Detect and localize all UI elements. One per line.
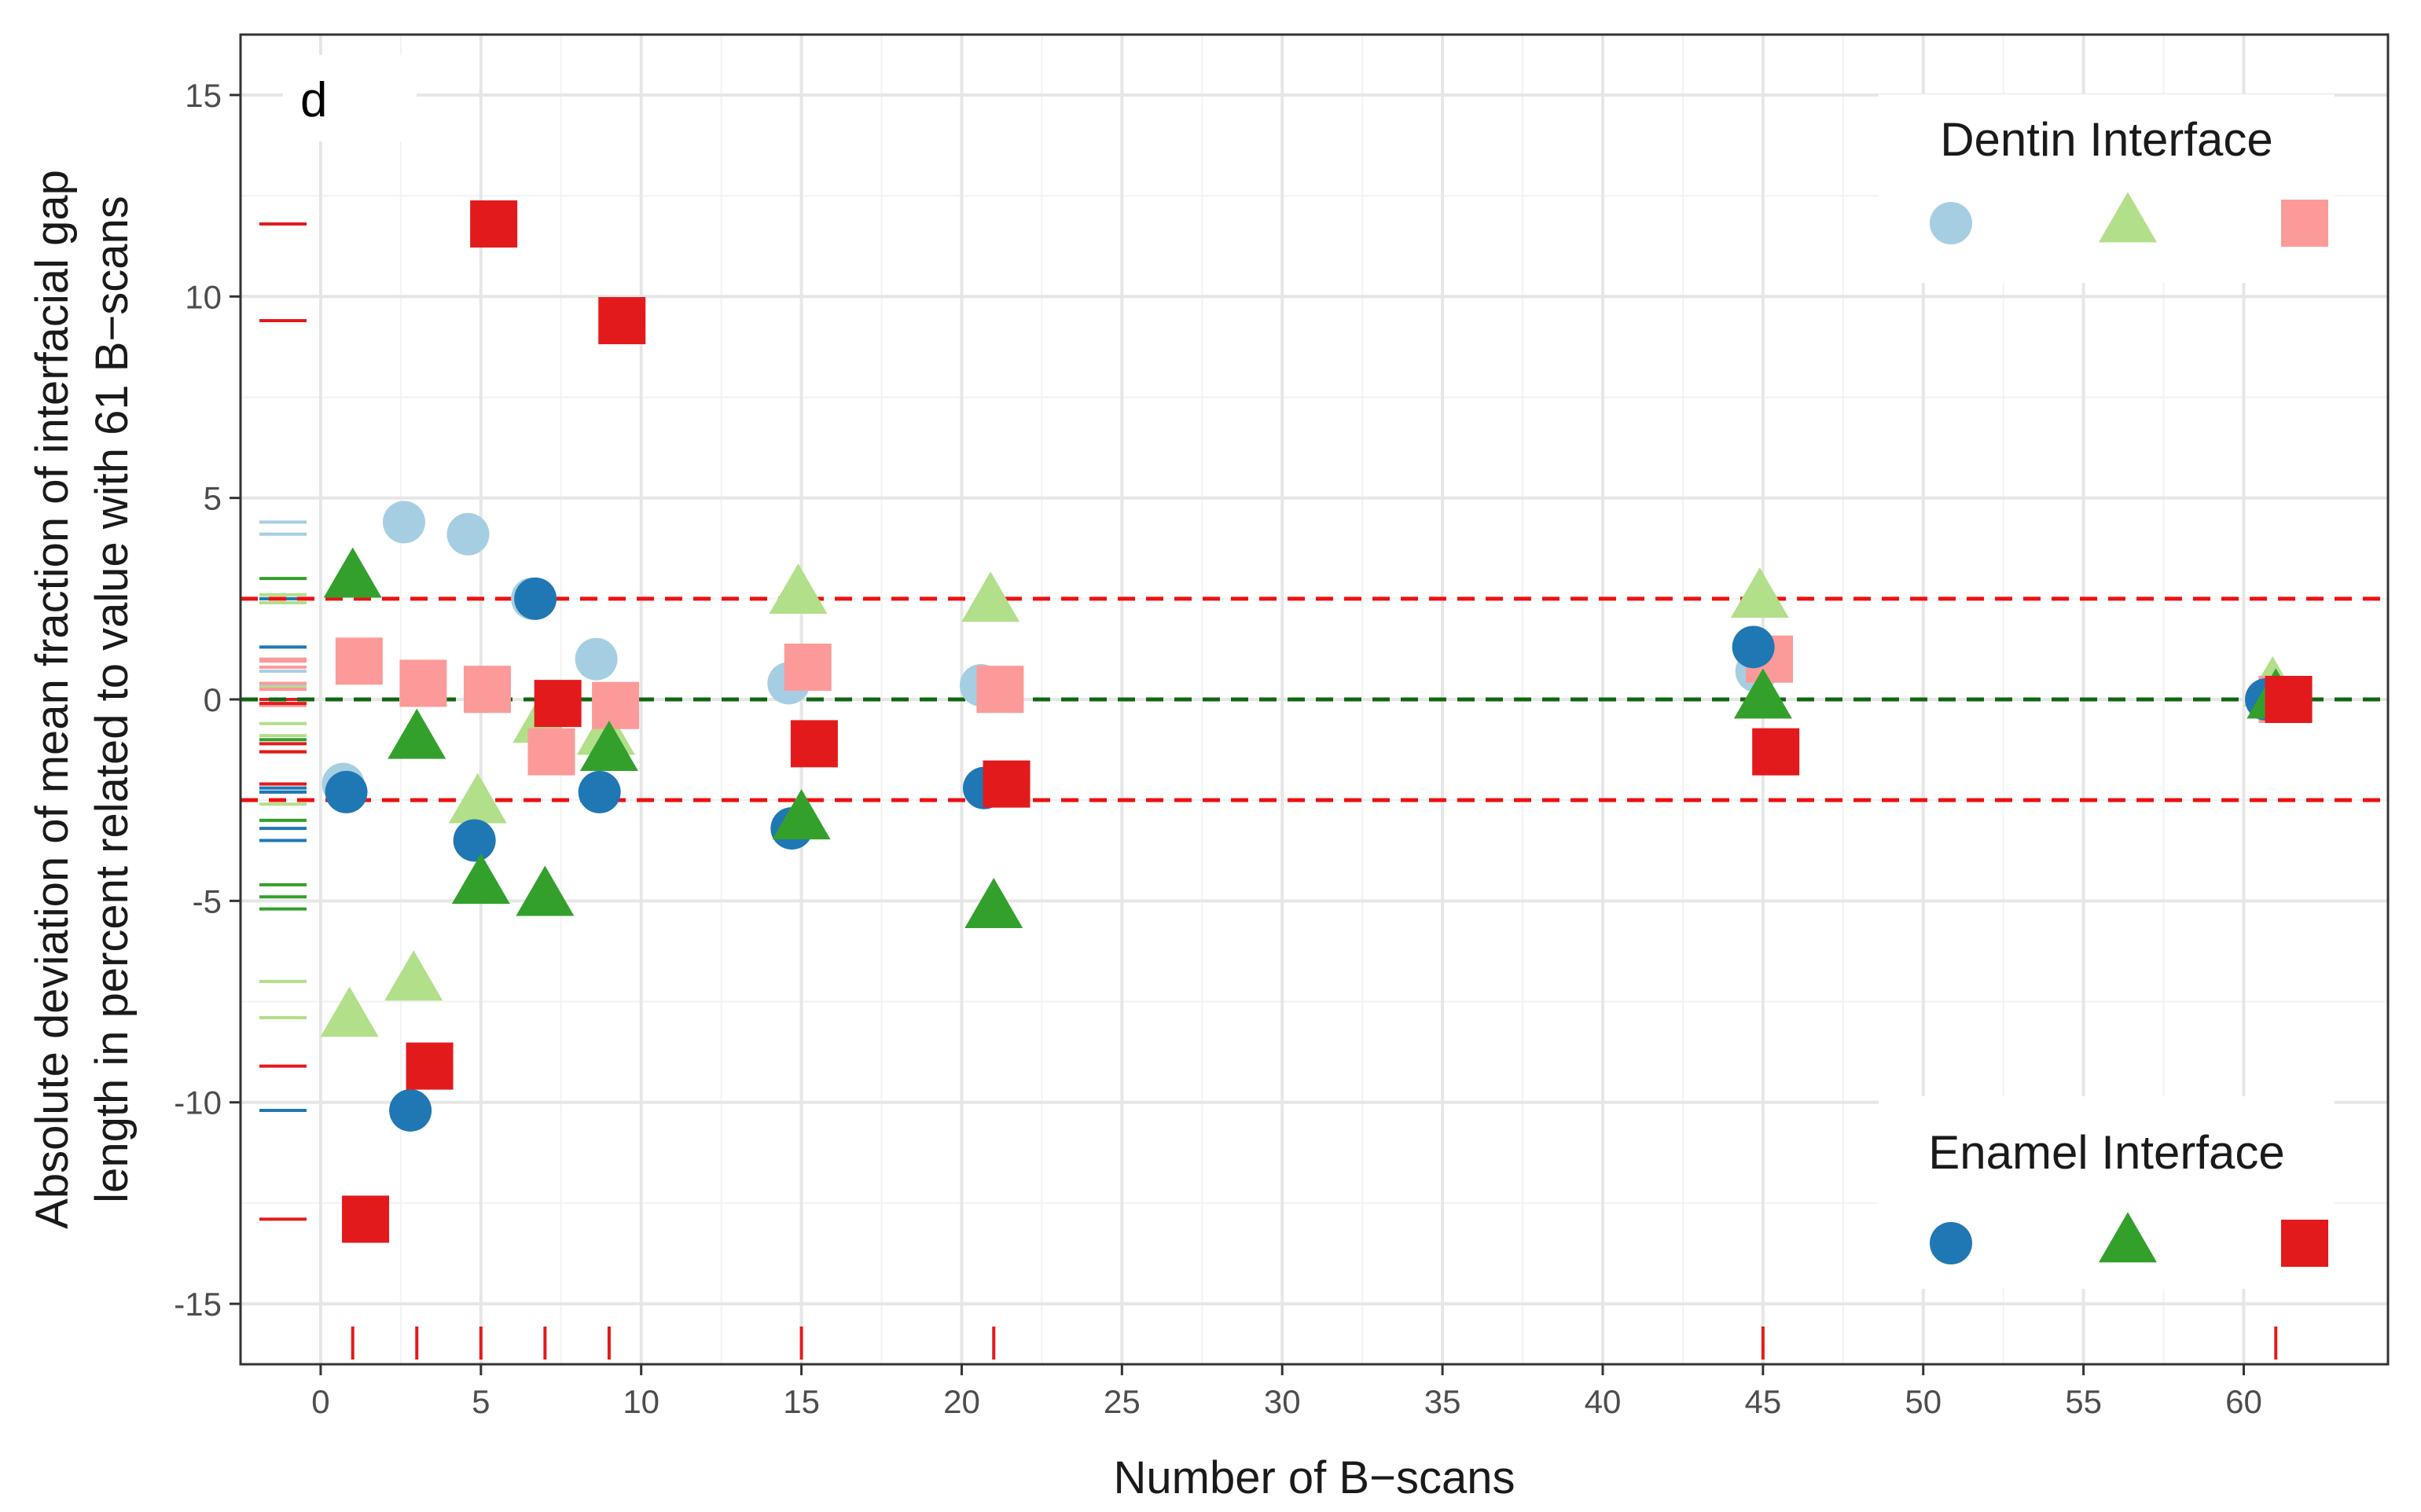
data-point-circle xyxy=(446,512,490,556)
y-tick-label: -10 xyxy=(174,1084,222,1121)
data-point-square xyxy=(598,297,646,345)
data-point-square xyxy=(983,760,1030,808)
legend-key-triangle xyxy=(2099,192,2157,243)
y-tick-label: 5 xyxy=(204,480,222,517)
data-point-triangle xyxy=(323,547,382,598)
data-point-triangle xyxy=(1730,567,1789,618)
data-point-square xyxy=(406,1042,454,1090)
y-tick-label: -15 xyxy=(174,1286,222,1323)
panel-label-background xyxy=(283,55,417,141)
y-tick-label: 10 xyxy=(185,278,222,315)
y-axis-title-line-2: length in percent related to value with … xyxy=(86,196,138,1203)
panel-label: d xyxy=(300,73,327,127)
data-point-triangle xyxy=(320,986,379,1037)
x-tick-label: 45 xyxy=(1745,1383,1782,1420)
data-point-square xyxy=(399,659,447,707)
x-tick-label: 10 xyxy=(623,1383,659,1420)
data-point-circle xyxy=(575,637,618,681)
data-point-triangle xyxy=(579,720,638,771)
data-point-triangle xyxy=(516,865,575,916)
x-tick-label: 30 xyxy=(1264,1383,1301,1420)
x-tick-label: 20 xyxy=(943,1383,980,1420)
data-point-triangle xyxy=(769,563,828,615)
data-point-square xyxy=(790,720,838,768)
data-point-circle xyxy=(382,501,425,544)
y-tick-label: 15 xyxy=(185,77,222,114)
data-point-triangle xyxy=(964,877,1023,928)
legend-key-square xyxy=(2281,200,2328,247)
data-point-circle xyxy=(453,819,496,862)
data-point-square xyxy=(335,637,383,685)
data-point-triangle xyxy=(384,950,443,1001)
data-point-square xyxy=(784,643,832,691)
legend-key-square xyxy=(2281,1220,2328,1267)
x-tick-label: 50 xyxy=(1905,1383,1942,1420)
data-point-circle xyxy=(514,577,557,620)
legend-layer: Dentin Interface Enamel Interface xyxy=(1928,113,2328,1267)
data-point-triangle xyxy=(961,571,1020,622)
x-axis-title: Number of B−scans xyxy=(1114,1452,1515,1503)
x-tick-label: 15 xyxy=(783,1383,820,1420)
x-tick-label: 60 xyxy=(2225,1383,2262,1420)
legend-key-circle xyxy=(1930,1222,1972,1264)
legend-key-triangle xyxy=(2099,1212,2157,1263)
x-tick-label: 40 xyxy=(1585,1383,1622,1420)
data-point-circle xyxy=(578,770,621,813)
x-tick-label: 25 xyxy=(1104,1383,1141,1420)
data-point-circle xyxy=(325,770,368,813)
data-point-triangle xyxy=(1733,668,1792,719)
data-point-circle xyxy=(1732,626,1775,669)
data-point-triangle xyxy=(448,773,507,824)
legend-title: Dentin Interface xyxy=(1940,113,2273,166)
y-tick-label: 0 xyxy=(204,681,222,718)
data-point-square xyxy=(592,681,640,729)
data-point-circle xyxy=(389,1088,432,1132)
data-point-square xyxy=(342,1195,390,1243)
legend-key-circle xyxy=(1930,202,1972,244)
legend-background-dentin xyxy=(1879,94,2335,283)
x-tick-label: 0 xyxy=(311,1383,329,1420)
x-tick-label: 35 xyxy=(1424,1383,1461,1420)
data-point-square xyxy=(463,666,511,714)
reference-lines xyxy=(241,596,2388,802)
data-point-triangle xyxy=(451,853,510,905)
data-points xyxy=(320,200,2313,1243)
data-point-square xyxy=(976,666,1024,714)
data-point-square xyxy=(470,200,518,248)
x-tick-label: 55 xyxy=(2065,1383,2102,1420)
data-point-triangle xyxy=(772,789,831,840)
data-point-square xyxy=(534,680,582,728)
y-tick-label: -5 xyxy=(193,883,222,919)
y-axis-title-line-1: Absolute deviation of mean fraction of i… xyxy=(27,170,78,1229)
legend-title: Enamel Interface xyxy=(1928,1126,2285,1179)
data-point-square xyxy=(1752,728,1800,776)
data-point-square xyxy=(2265,676,2313,723)
x-tick-label: 5 xyxy=(472,1383,490,1420)
data-point-square xyxy=(527,728,575,776)
data-point-triangle xyxy=(388,708,446,759)
